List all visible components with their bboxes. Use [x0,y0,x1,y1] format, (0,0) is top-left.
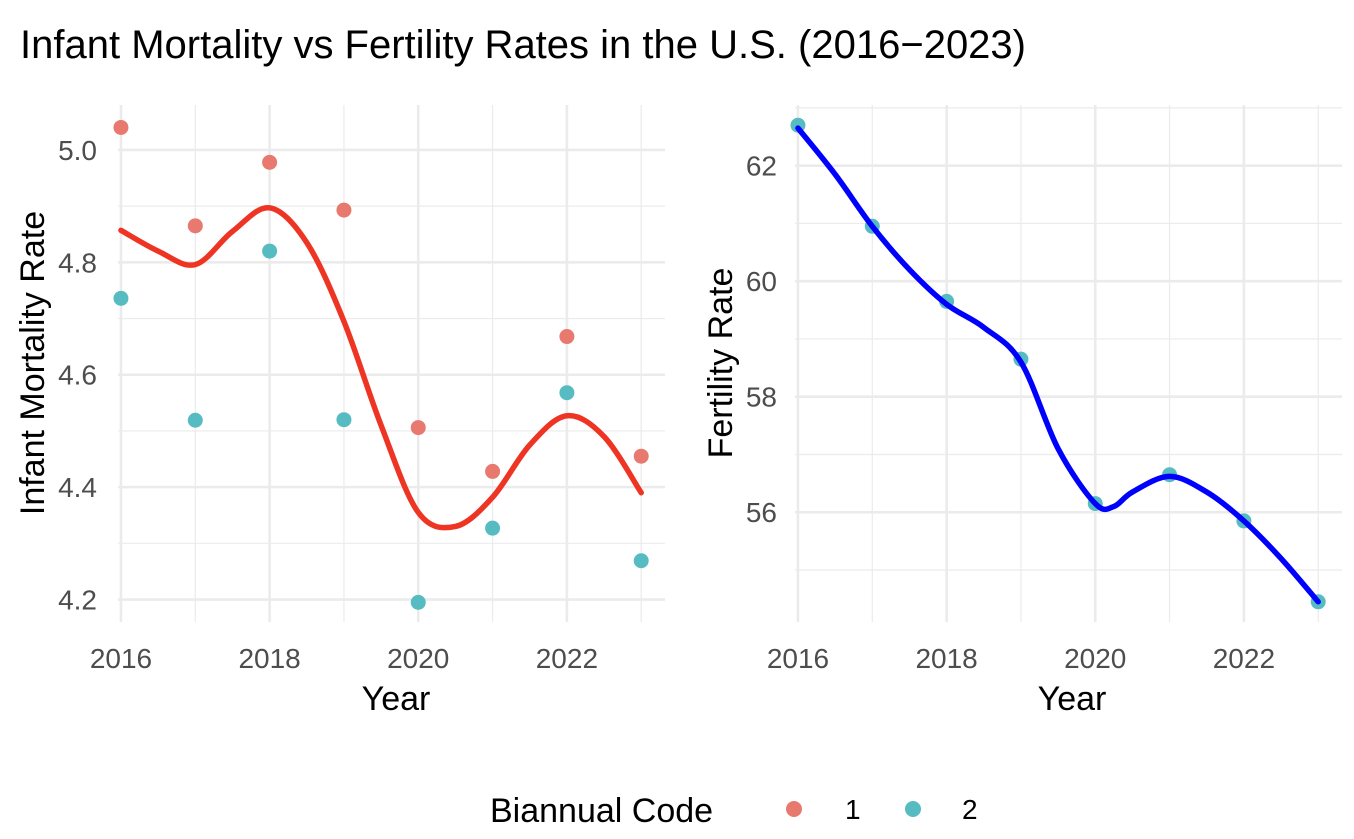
grid [795,105,1342,622]
data-point [410,420,426,436]
data-point [559,329,575,345]
data-point [485,463,501,479]
series-2 [113,243,649,610]
data-point [633,553,649,569]
y-tick-label: 60 [746,266,777,297]
y-tick-label: 62 [746,151,777,182]
x-tick-label: 2020 [1064,643,1126,674]
y-tick-label: 4.6 [58,360,97,391]
legend-label-2: 2 [962,794,978,825]
legend: Biannual Code 1 2 [490,792,978,830]
data-point [262,243,278,259]
data-point [113,290,129,306]
y-tick-label: 4.4 [58,472,97,503]
x-tick-label: 2016 [90,643,152,674]
x-tick-label: 2018 [915,643,977,674]
data-point [410,594,426,610]
data-point [336,412,352,428]
data-point [336,202,352,218]
x-axis-title: Year [362,680,431,718]
data-point [262,154,278,170]
data-point [187,412,203,428]
y-tick-label: 5.0 [58,135,97,166]
data-point [559,385,575,401]
x-tick-label: 2018 [238,643,300,674]
legend-title: Biannual Code [490,792,713,830]
y-tick-label: 58 [746,382,777,413]
y-tick-label: 56 [746,497,777,528]
data-point [113,119,129,135]
x-axis-title: Year [1038,680,1107,718]
x-tick-label: 2016 [767,643,829,674]
x-tick-label: 2022 [536,643,598,674]
fertility-panel: 2016 2018 2020 2022 56 58 60 62 Year Fertility Ra… [702,105,1342,718]
legend-key-2 [905,801,921,817]
grid [118,105,665,622]
series-1 [113,119,649,479]
series-2 [790,117,1326,610]
legend-label-1: 1 [845,794,861,825]
chart-title: Infant Mortality vs Fertility Rates in t… [20,23,1026,67]
y-tick-label: 4.8 [58,247,97,278]
infant-mortality-panel: 2016 2018 2020 2022 4.2 4.4 4.6 4.8 5.0 Year Infan… [14,105,665,718]
y-axis-title: Fertility Rate [702,268,740,459]
y-tick-label: 4.2 [58,585,97,616]
data-point [187,218,203,234]
data-point [633,448,649,464]
x-tick-label: 2022 [1213,643,1275,674]
x-tick-label: 2020 [387,643,449,674]
legend-key-1 [786,801,802,817]
data-point [485,520,501,536]
smooth-trend-line [118,205,644,531]
y-axis-title: Infant Mortality Rate [14,211,52,515]
smooth-trend-line [795,125,1321,605]
